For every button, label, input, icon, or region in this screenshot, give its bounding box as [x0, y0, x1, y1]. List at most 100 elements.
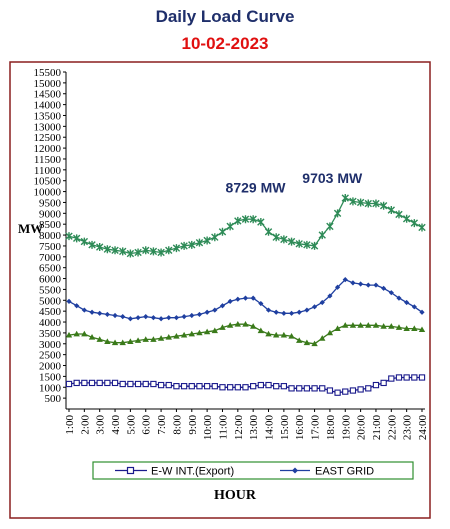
y-tick-label: 3000: [39, 339, 62, 351]
data-point-series-2: [120, 313, 126, 320]
data-point-series-4: [73, 379, 80, 387]
data-point-series-4: [296, 385, 303, 392]
data-point-series-4: [65, 380, 73, 388]
data-point-series-3: [372, 322, 380, 328]
data-point-series-3: [165, 334, 172, 340]
data-point-series-2: [350, 280, 356, 286]
x-tick-label: 24:00: [417, 415, 429, 441]
data-point-series-1: [326, 222, 334, 231]
data-point-series-1: [295, 239, 303, 248]
data-point-series-1: [287, 237, 296, 246]
data-point-series-4: [380, 379, 387, 387]
plot-area: 5001000150020002500300035004000450050005…: [34, 67, 430, 440]
data-point-series-3: [188, 330, 195, 337]
data-point-series-2: [173, 315, 180, 321]
x-tick-label: 8:00: [171, 415, 183, 435]
data-point-series-1: [356, 198, 365, 207]
data-point-series-3: [357, 322, 364, 328]
data-point-series-4: [372, 381, 380, 389]
data-point-series-3: [65, 331, 73, 338]
data-point-series-1: [80, 237, 89, 246]
data-point-series-3: [119, 339, 126, 346]
data-point-series-2: [258, 300, 264, 307]
data-point-series-4: [134, 380, 142, 388]
data-point-series-3: [150, 336, 157, 342]
legend: E-W INT.(Export) EAST GRID: [92, 461, 414, 480]
data-point-series-3: [242, 321, 249, 327]
x-tick-label: 6:00: [141, 415, 153, 435]
data-point-series-2: [112, 312, 118, 319]
data-point-series-1: [310, 241, 319, 250]
data-point-series-1: [249, 215, 257, 224]
data-point-series-1: [119, 247, 127, 256]
data-point-series-4: [311, 385, 318, 392]
y-tick-label: 14000: [34, 100, 62, 112]
data-point-series-4: [288, 385, 295, 392]
data-point-series-3: [319, 335, 326, 341]
series-line-1: [68, 197, 423, 255]
y-tick-label: 8000: [39, 230, 62, 242]
data-point-series-1: [72, 234, 81, 243]
data-point-series-3: [365, 322, 372, 328]
data-point-series-2: [296, 309, 302, 315]
data-point-series-4: [180, 383, 188, 390]
data-point-series-1: [280, 235, 288, 244]
data-point-series-4: [203, 383, 211, 390]
data-point-series-2: [250, 295, 256, 301]
x-tick-label: 13:00: [248, 415, 260, 441]
y-tick-label: 5500: [39, 284, 62, 296]
data-point-series-4: [334, 389, 341, 396]
data-point-series-1: [372, 199, 380, 208]
data-point-series-3: [134, 337, 142, 343]
data-point-series-3: [272, 331, 280, 338]
data-point-series-1: [149, 247, 158, 256]
data-point-series-3: [219, 324, 226, 330]
y-tick-label: 8500: [39, 219, 62, 231]
chart-frame: [9, 61, 431, 519]
data-point-series-3: [196, 329, 203, 336]
data-point-series-1: [241, 215, 250, 224]
data-point-series-3: [265, 330, 272, 337]
data-point-series-2: [150, 315, 157, 321]
data-point-series-4: [250, 383, 257, 390]
y-tick-label: 11000: [34, 165, 62, 177]
legend-square-marker: [126, 466, 135, 475]
x-tick-label: 22:00: [386, 415, 398, 441]
data-point-series-3: [388, 323, 395, 329]
y-tick-label: 3500: [39, 328, 62, 340]
x-tick-label: 1:00: [64, 415, 76, 435]
data-point-series-1: [126, 249, 135, 258]
data-point-series-4: [96, 379, 103, 387]
data-point-series-2: [319, 299, 325, 306]
legend-label-east: EAST GRID: [315, 466, 374, 478]
x-tick-label: 19:00: [340, 415, 352, 441]
data-point-series-4: [403, 374, 410, 381]
x-tick-label: 17:00: [310, 415, 322, 441]
data-point-series-4: [257, 381, 264, 389]
y-tick-label: 12000: [34, 143, 62, 155]
data-point-series-4: [388, 375, 395, 382]
data-point-series-2: [204, 309, 210, 315]
data-point-series-2: [281, 310, 287, 316]
data-point-series-2: [181, 313, 187, 320]
y-tick-label: 15500: [34, 67, 62, 79]
y-tick-label: 9000: [39, 208, 62, 220]
data-point-series-4: [88, 379, 96, 387]
data-point-series-4: [418, 374, 426, 381]
data-point-series-3: [334, 325, 341, 331]
x-tick-label: 16:00: [294, 415, 306, 441]
legend-box: [92, 461, 414, 480]
data-point-series-4: [104, 379, 111, 387]
data-point-series-3: [73, 330, 80, 337]
y-tick-label: 11500: [34, 154, 62, 166]
data-point-series-2: [81, 307, 87, 313]
data-point-series-4: [280, 383, 288, 390]
data-point-series-1: [303, 240, 311, 249]
data-point-series-1: [211, 233, 219, 242]
data-point-series-4: [211, 383, 218, 390]
data-point-series-1: [257, 218, 265, 227]
data-point-series-2: [288, 310, 295, 316]
data-point-series-2: [311, 304, 318, 310]
data-point-series-1: [395, 210, 403, 219]
x-tick-label: 11:00: [217, 415, 229, 440]
